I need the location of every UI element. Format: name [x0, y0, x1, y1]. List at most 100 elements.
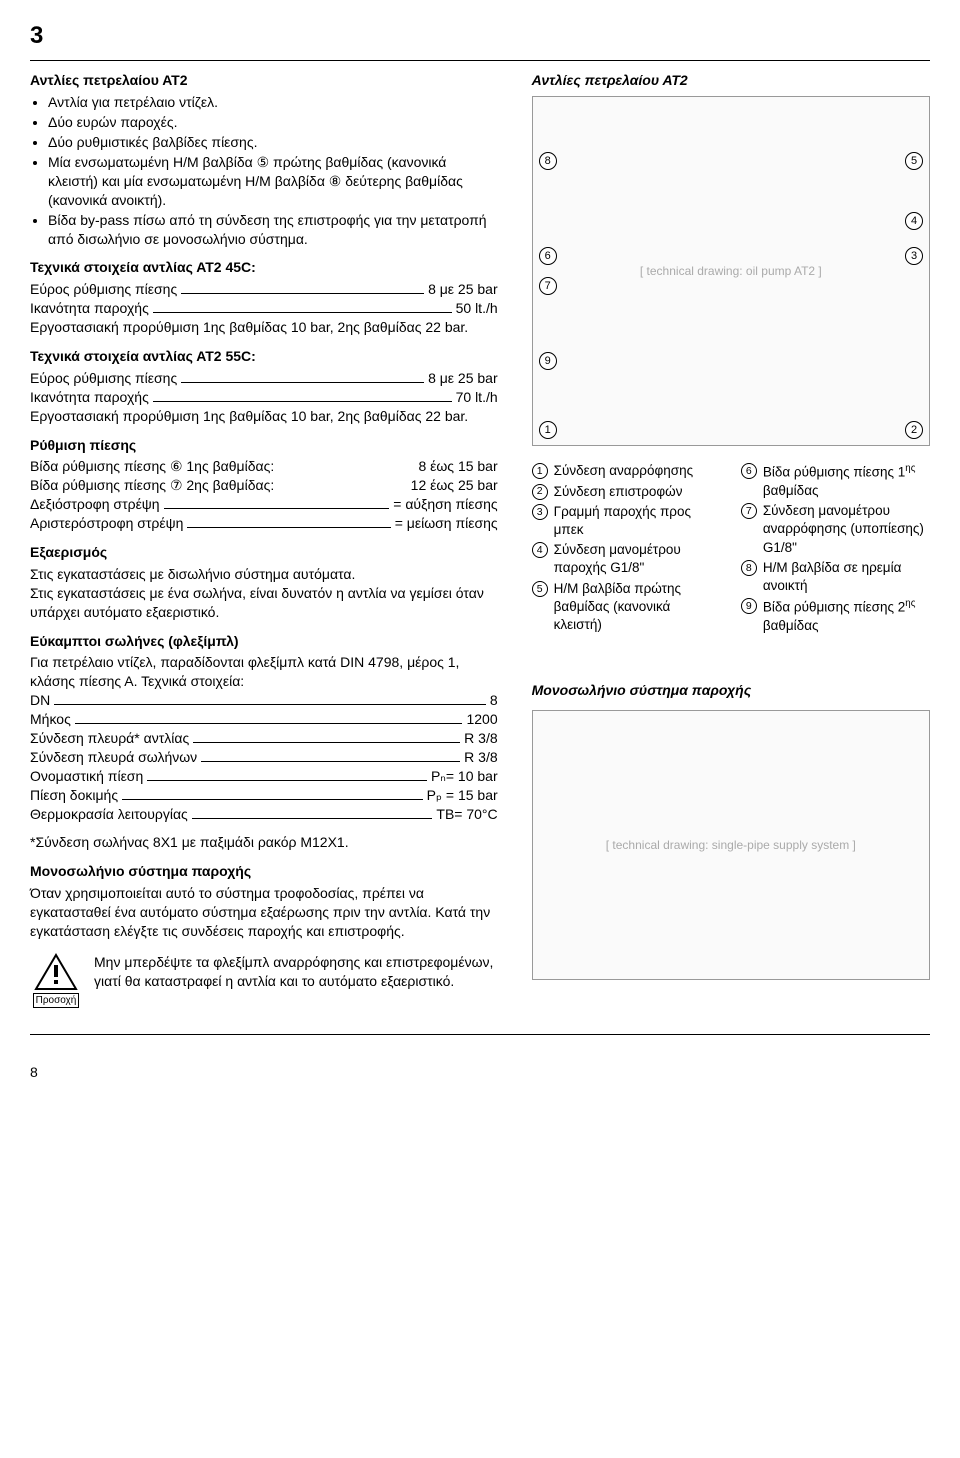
figure2-placeholder: [ technical drawing: single-pipe supply …	[606, 837, 856, 853]
spec-fill	[187, 527, 390, 528]
spec-value: = μείωση πίεσης	[395, 514, 498, 533]
mono-title-right: Μονοσωλήνιο σύστημα παροχής	[532, 681, 930, 700]
spec-line: Βίδα ρύθμισης πίεσης ⑥ 1ης βαθμίδας: 8 έ…	[30, 457, 498, 476]
spec-value: Pₚ = 15 bar	[427, 786, 498, 805]
spec-value: 12 έως 25 bar	[411, 476, 498, 495]
spec-line: Σύνδεση πλευρά σωλήνων R 3/8	[30, 748, 498, 767]
legend-text: Γραμμή παροχής προς μπεκ	[554, 503, 721, 539]
page-number-top: 3	[30, 20, 930, 52]
callout-2: 2	[905, 421, 923, 439]
legend-item: 2Σύνδεση επιστροφών	[532, 483, 721, 501]
spec-label: Σύνδεση πλευρά* αντλίας	[30, 729, 189, 748]
figure-placeholder: [ technical drawing: oil pump AT2 ]	[640, 263, 822, 279]
spec-line: Ικανότητα παροχής 50 lt./h	[30, 299, 498, 318]
callout-6: 6	[539, 247, 557, 265]
legend-col-right: 6Βίδα ρύθμισης πίεσης 1ης βαθμίδας 7Σύνδ…	[741, 462, 930, 637]
legend-num: 3	[532, 504, 548, 520]
legend-col-left: 1 Σύνδεση αναρρόφησης 2Σύνδεση επιστροφών…	[532, 462, 721, 637]
flex-footnote: *Σύνδεση σωλήνας 8Χ1 με παξιμάδι ρακόρ Μ…	[30, 833, 498, 852]
legend-num: 9	[741, 598, 757, 614]
legend-num: 4	[532, 542, 548, 558]
pressure-title: Ρύθμιση πίεσης	[30, 436, 498, 455]
spec-fill	[192, 818, 433, 819]
spec-line: Εύρος ρύθμισης πίεσης 8 με 25 bar	[30, 369, 498, 388]
spec-label: Μήκος	[30, 710, 71, 729]
pump-bullets: Αντλία για πετρέλαιο ντίζελ. Δύο ευρών π…	[30, 93, 498, 248]
spec-label: Σύνδεση πλευρά σωλήνων	[30, 748, 197, 767]
vent-line1: Στις εγκαταστάσεις με δισωλήνιο σύστημα …	[30, 565, 498, 584]
callout-5: 5	[905, 152, 923, 170]
spec-label: Θερμοκρασία λειτουργίας	[30, 805, 188, 824]
page-number-bottom: 8	[30, 1063, 930, 1082]
spec45-note: Εργοστασιακή προρύθμιση 1ης βαθμίδας 10 …	[30, 318, 498, 337]
spec55-title: Τεχνικά στοιχεία αντλίας ΑΤ2 55C:	[30, 347, 498, 366]
spec-value: 8	[490, 691, 498, 710]
spec-line: Ονομαστική πίεση Pₙ= 10 bar	[30, 767, 498, 786]
spec-line: DN 8	[30, 691, 498, 710]
legend-text: Σύνδεση αναρρόφησης	[554, 462, 693, 480]
mono-title-left: Μονοσωλήνιο σύστημα παροχής	[30, 862, 498, 881]
vent-line2: Στις εγκαταστάσεις με ένα σωλήνα, είναι …	[30, 584, 498, 622]
spec-fill	[153, 401, 452, 402]
spec55-note: Εργοστασιακή προρύθμιση 1ης βαθμίδας 10 …	[30, 407, 498, 426]
warning-label: Προσοχή	[33, 993, 80, 1009]
flex-title: Εύκαμπτοι σωλήνες (φλεξίμπλ)	[30, 632, 498, 651]
spec-fill	[164, 508, 390, 509]
spec-label: Αριστερόστροφη στρέψη	[30, 514, 183, 533]
spec-label: Ικανότητα παροχής	[30, 299, 149, 318]
legend-num: 8	[741, 560, 757, 576]
spec-line: Μήκος 1200	[30, 710, 498, 729]
spec-line: Δεξιόστροφη στρέψη = αύξηση πίεσης	[30, 495, 498, 514]
callout-8: 8	[539, 152, 557, 170]
left-column: Αντλίες πετρελαίου ΑΤ2 Αντλία για πετρέλ…	[30, 71, 498, 1008]
bullet-item: Δύο ευρών παροχές.	[48, 113, 498, 132]
callout-7: 7	[539, 277, 557, 295]
callout-9: 9	[539, 352, 557, 370]
warning-icon: Προσοχή	[30, 953, 82, 1009]
spec-value: 1200	[466, 710, 497, 729]
spec-fill	[181, 382, 424, 383]
mono-figure: [ technical drawing: single-pipe supply …	[532, 710, 930, 980]
spec-value: 8 έως 15 bar	[418, 457, 497, 476]
left-title: Αντλίες πετρελαίου ΑΤ2	[30, 71, 498, 90]
spec-value: 8 με 25 bar	[428, 369, 498, 388]
legend-num: 1	[532, 463, 548, 479]
right-column: Αντλίες πετρελαίου ΑΤ2 [ technical drawi…	[532, 71, 930, 1008]
legend-text: Σύνδεση επιστροφών	[554, 483, 683, 501]
spec-value: R 3/8	[464, 748, 497, 767]
legend-text: Η/Μ βαλβίδα πρώτης βαθμίδας (κανονικά κλ…	[554, 580, 721, 635]
spec-value: 8 με 25 bar	[428, 280, 498, 299]
spec-value: 50 lt./h	[456, 299, 498, 318]
legend-num: 7	[741, 503, 757, 519]
spec-value: Pₙ= 10 bar	[431, 767, 498, 786]
spec-label: Εύρος ρύθμισης πίεσης	[30, 280, 177, 299]
spec-fill	[153, 312, 452, 313]
spec-line: Αριστερόστροφη στρέψη = μείωση πίεσης	[30, 514, 498, 533]
bottom-divider	[30, 1034, 930, 1035]
bullet-item: Δύο ρυθμιστικές βαλβίδες πίεσης.	[48, 133, 498, 152]
bullet-item: Βίδα by-pass πίσω από τη σύνδεση της επι…	[48, 211, 498, 249]
spec-fill	[54, 704, 486, 705]
spec-fill	[193, 742, 460, 743]
spec-line: Ικανότητα παροχής 70 lt./h	[30, 388, 498, 407]
vent-title: Εξαερισμός	[30, 543, 498, 562]
spec-fill	[181, 293, 424, 294]
spec-value: = αύξηση πίεσης	[393, 495, 497, 514]
spec45-title: Τεχνικά στοιχεία αντλίας ΑΤ2 45C:	[30, 258, 498, 277]
warning-row: Προσοχή Μην μπερδέψτε τα φλεξίμπλ αναρρό…	[30, 953, 498, 1009]
legend-num: 5	[532, 581, 548, 597]
spec-fill	[75, 723, 463, 724]
callout-3: 3	[905, 247, 923, 265]
legend-item: 5 Η/Μ βαλβίδα πρώτης βαθμίδας (κανονικά κ…	[532, 580, 721, 635]
legend-item: 8Η/Μ βαλβίδα σε ηρεμία ανοικτή	[741, 559, 930, 595]
legend-text: Σύνδεση μανομέτρου παροχής G1/8"	[554, 541, 721, 577]
main-columns: Αντλίες πετρελαίου ΑΤ2 Αντλία για πετρέλ…	[30, 71, 930, 1008]
flex-intro: Για πετρέλαιο ντίζελ, παραδίδονται φλεξί…	[30, 653, 498, 691]
legend-item: 9Βίδα ρύθμισης πίεσης 2ης βαθμίδας	[741, 597, 930, 635]
legend-columns: 1 Σύνδεση αναρρόφησης 2Σύνδεση επιστροφών…	[532, 462, 930, 637]
spec-label: Ικανότητα παροχής	[30, 388, 149, 407]
callout-1: 1	[539, 421, 557, 439]
legend-num: 6	[741, 463, 757, 479]
legend-item: 1 Σύνδεση αναρρόφησης	[532, 462, 721, 480]
spec-label: Βίδα ρύθμισης πίεσης ⑥ 1ης βαθμίδας:	[30, 457, 274, 476]
